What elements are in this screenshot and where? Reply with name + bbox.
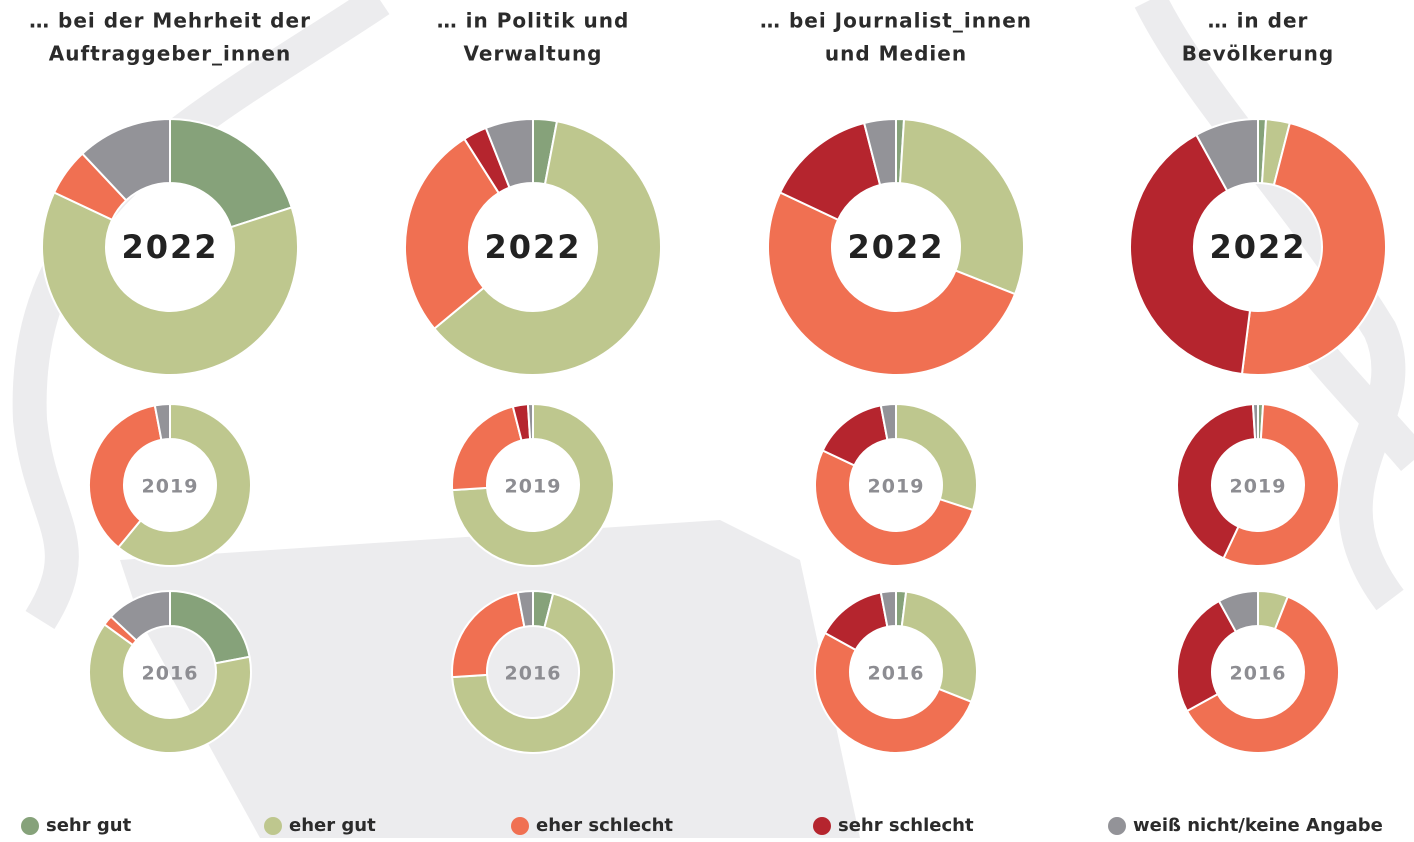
donut-segment bbox=[88, 622, 252, 754]
donut-segment bbox=[766, 191, 1017, 376]
column-title: und Medien bbox=[825, 42, 967, 66]
donut-segment bbox=[862, 117, 897, 187]
donut-center-label: 2022 bbox=[484, 228, 581, 266]
legend-swatch bbox=[1108, 817, 1126, 835]
donut-segment bbox=[1222, 403, 1340, 567]
donut-segment bbox=[153, 402, 171, 441]
donut-center-label: 2016 bbox=[505, 663, 562, 685]
donut-center-label: 2019 bbox=[1230, 476, 1287, 498]
donut-center-label: 2022 bbox=[121, 228, 218, 266]
donut-segment bbox=[814, 449, 975, 567]
column-title: … in der bbox=[1208, 9, 1309, 33]
donut-center-label: 2016 bbox=[142, 663, 199, 685]
legend-swatch bbox=[813, 817, 831, 835]
donut-segment bbox=[484, 117, 534, 189]
donut-segment bbox=[1251, 402, 1259, 441]
column-title: … bei Journalist_innen bbox=[760, 9, 1032, 33]
column-title: … in Politik und bbox=[437, 9, 630, 33]
donut-segment bbox=[1129, 133, 1252, 376]
legend-label: sehr schlecht bbox=[838, 815, 974, 836]
donut-segment bbox=[109, 589, 171, 642]
donut-center-label: 2016 bbox=[868, 663, 925, 685]
legend-swatch bbox=[264, 817, 282, 835]
donut-segment bbox=[169, 117, 293, 229]
background-plug bbox=[120, 520, 860, 838]
donut-segment bbox=[451, 402, 615, 567]
legend-label: eher schlecht bbox=[536, 815, 673, 836]
donut-segment bbox=[451, 592, 615, 754]
donut-segment bbox=[516, 589, 534, 628]
donut-segment bbox=[895, 402, 978, 512]
donut-segment bbox=[879, 589, 897, 628]
donut-center-label: 2022 bbox=[1209, 228, 1306, 266]
donut-segment bbox=[404, 137, 501, 330]
donut-segment bbox=[1217, 589, 1259, 634]
legend-label: weiß nicht/keine Angabe bbox=[1133, 815, 1383, 836]
donut-center-label: 2022 bbox=[847, 228, 944, 266]
donut-segment bbox=[432, 120, 662, 376]
donut-center-label: 2019 bbox=[868, 476, 925, 498]
column-title: Verwaltung bbox=[464, 42, 603, 66]
donut-segment bbox=[898, 118, 1025, 296]
donut-segment bbox=[1194, 117, 1259, 193]
donut-segment bbox=[814, 631, 973, 754]
donut-center-label: 2019 bbox=[505, 476, 562, 498]
legend-label: sehr gut bbox=[46, 815, 132, 836]
donut-segment bbox=[41, 191, 299, 376]
legend-swatch bbox=[21, 817, 39, 835]
column-title: Bevölkerung bbox=[1182, 42, 1334, 66]
donut-segment bbox=[900, 590, 978, 704]
column-title: … bei der Mehrheit der bbox=[29, 9, 311, 33]
donut-segment bbox=[88, 404, 163, 549]
donut-center-label: 2016 bbox=[1230, 663, 1287, 685]
donut-segment bbox=[80, 117, 171, 202]
donut-segment bbox=[526, 402, 534, 441]
donut-segment bbox=[1176, 403, 1257, 560]
legend-swatch bbox=[511, 817, 529, 835]
donut-segment bbox=[116, 402, 252, 567]
donut-segment bbox=[1185, 595, 1340, 754]
donut-center-label: 2019 bbox=[142, 476, 199, 498]
donut-segment bbox=[879, 402, 897, 441]
column-title: Auftraggeber_innen bbox=[49, 42, 291, 66]
donut-segment bbox=[1240, 121, 1387, 376]
legend-label: eher gut bbox=[289, 815, 376, 836]
